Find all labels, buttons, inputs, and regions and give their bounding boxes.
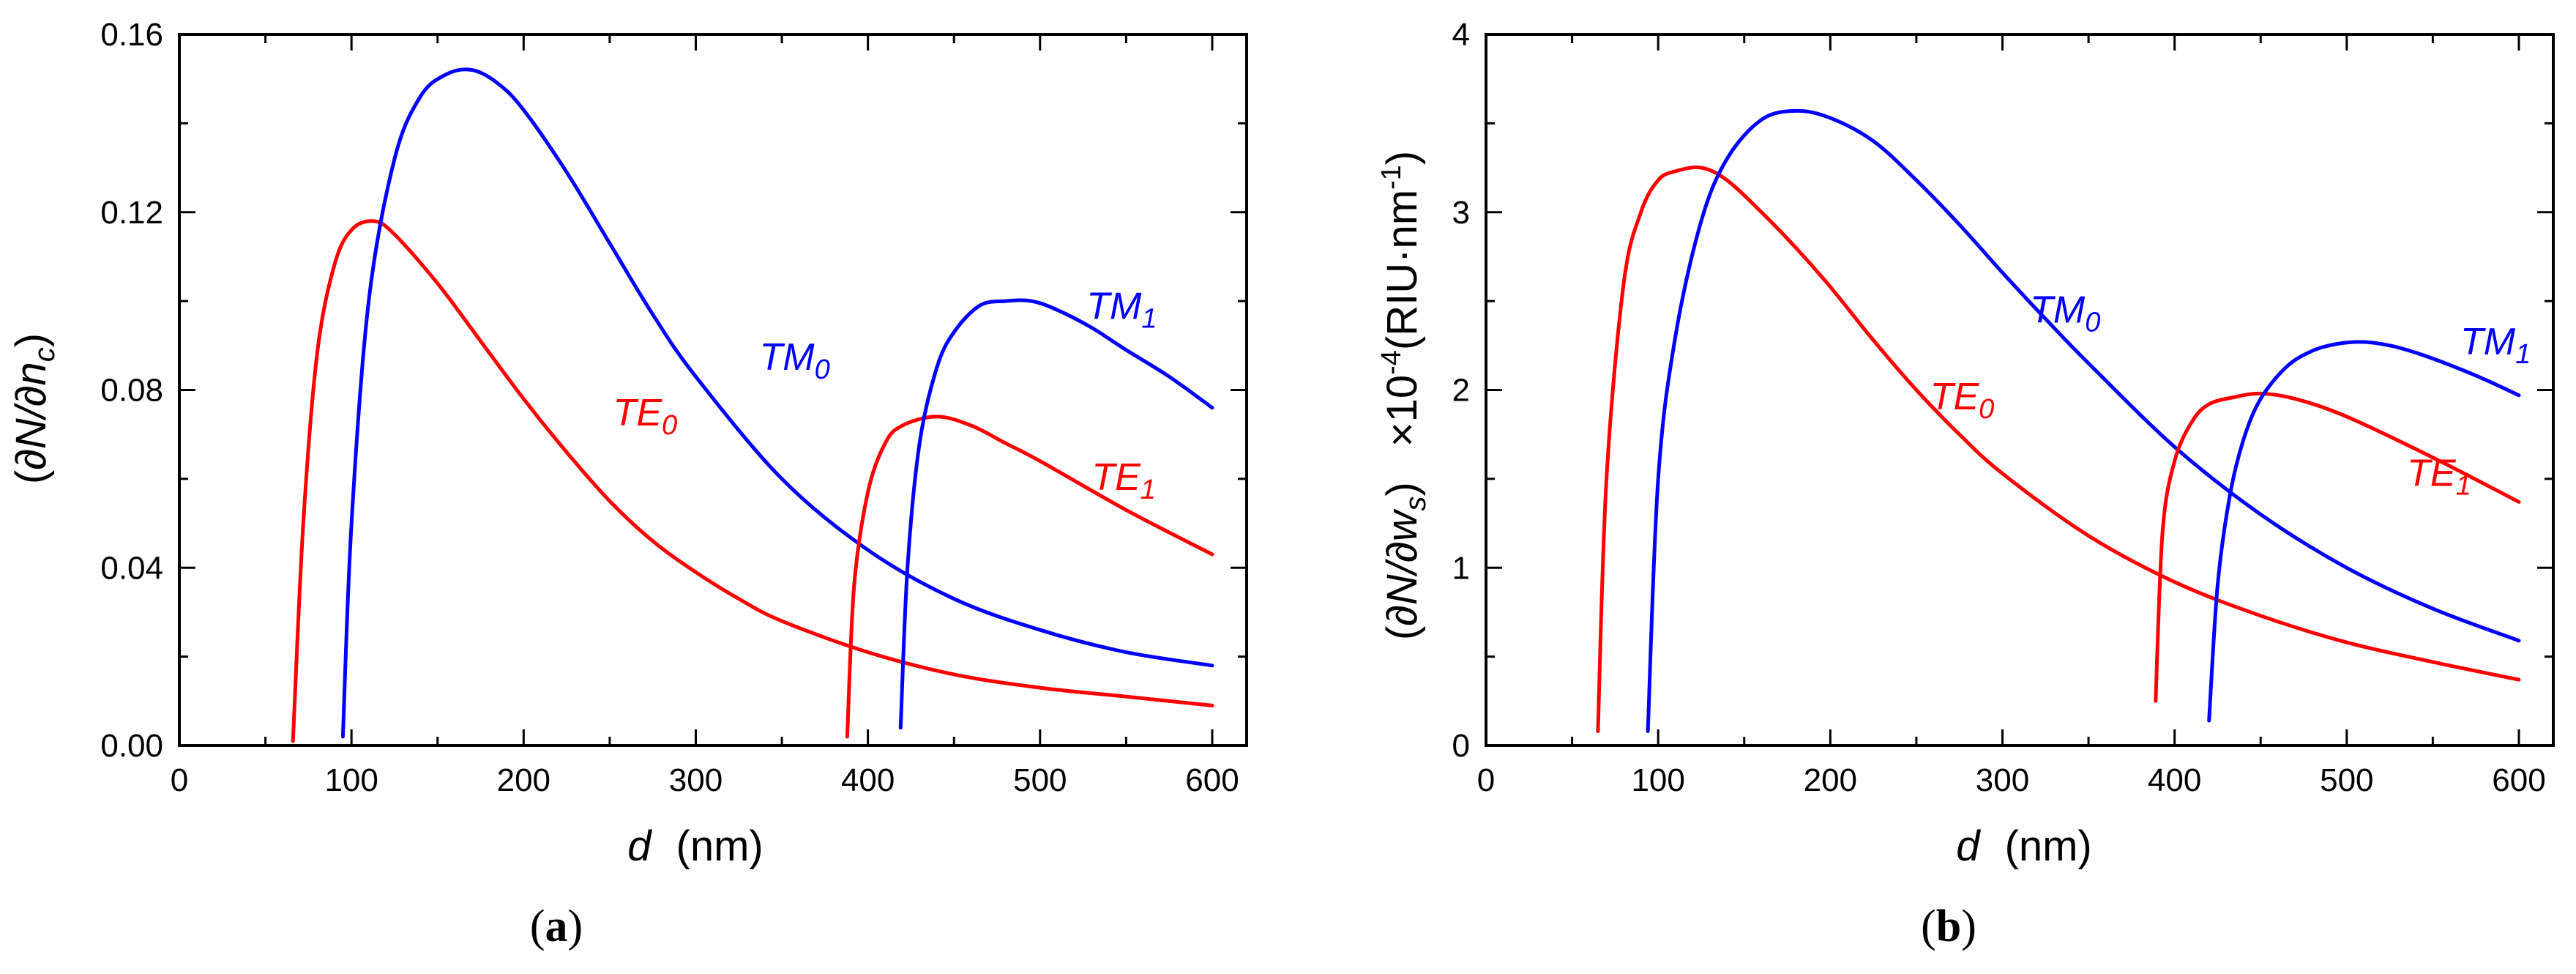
panel-a-x-tick-label: 0 (171, 762, 188, 798)
panel-a-x-tick-label: 400 (841, 762, 895, 798)
panel-b-x-axis-unit: (nm) (2005, 822, 2092, 870)
panel-b-x-tick-label: 600 (2492, 762, 2545, 798)
panel-b-y-axis-unit: (RIU·nm (1378, 190, 1426, 350)
panel-a-series-tm0 (340, 67, 1214, 739)
panel-a-series-te1 (845, 414, 1214, 739)
panel-b-y-axis-close: ) (1378, 482, 1426, 496)
panel-a-y-axis-open: ( (7, 470, 55, 484)
panel-b-y-axis-unit-exponent: -1 (1376, 165, 1407, 190)
panel-b-ticks: 0 100 200 300 400 500 600 0 1 2 3 4 (1452, 17, 2553, 798)
panel-b-label-tm1: TM1 (2460, 321, 2531, 370)
panel-a-series-te0 (291, 219, 1214, 743)
panel-b-tag: (b) (1921, 901, 1976, 951)
panel-a-x-tick-label: 300 (669, 762, 723, 798)
panel-b-series-tm0 (1646, 108, 2521, 734)
panel-b-label-tm0: TM0 (2030, 289, 2100, 338)
panel-b-x-tick-label: 400 (2148, 762, 2201, 798)
panel-b-label-te0: TE0 (1930, 376, 1995, 425)
panel-b-x-axis-label: d (nm) (1956, 822, 2091, 870)
panel-a-y-axis-subscript: c (29, 347, 61, 362)
panel-a-tag-open: ( (530, 901, 545, 951)
panel-a-x-axis-unit: (nm) (676, 822, 764, 870)
panel-b-x-tick-label: 0 (1477, 762, 1495, 798)
panel-b-y-tick-label: 2 (1452, 373, 1470, 409)
panel-a-x-tick-label: 200 (497, 762, 550, 798)
panel-b-tag-letter: b (1936, 901, 1961, 951)
panel-b-y-axis-open: ( (1378, 626, 1426, 640)
panel-a-tag-letter: a (545, 901, 568, 951)
panel-b-series-te0 (1596, 166, 2521, 734)
panel-b-series-tm1 (2207, 340, 2521, 723)
panel-b-x-tick-label: 300 (1976, 762, 2029, 798)
panel-a-y-tick-label: 0.16 (100, 17, 163, 53)
panel-b-y-tick-label: 3 (1452, 195, 1470, 231)
panel-a-x-axis-label: d (nm) (627, 822, 763, 870)
panel-a-x-tick-label: 500 (1013, 762, 1067, 798)
panel-a-x-tick-label: 100 (324, 762, 378, 798)
panel-b-y-axis-unit-close: ) (1378, 151, 1426, 165)
panel-b-y-tick-label: 1 (1452, 550, 1470, 586)
panel-b-x-tick-label: 200 (1804, 762, 1857, 798)
panel-a-tag: (a) (530, 901, 583, 951)
panel-b-tag-open: ( (1921, 901, 1936, 951)
panel-a-curve-labels: TE0 TM0 TE1 TM1 (613, 285, 1157, 505)
panel-b-y-tick-label: 4 (1452, 17, 1470, 53)
panel-b-x-axis-variable: d (1956, 822, 1981, 870)
panel-a-label-te0: TE0 (613, 392, 678, 441)
panel-a-y-tick-label: 0.00 (100, 728, 163, 764)
panel-a-y-tick-label: 0.12 (100, 195, 163, 231)
panel-b-label-te1: TE1 (2407, 453, 2471, 502)
panel-b-y-axis-subscript: s (1400, 497, 1432, 511)
panel-b-y-tick-label: 0 (1452, 728, 1470, 764)
panel-a-y-axis-quantity: ∂N/∂n (7, 362, 55, 470)
panel-a-x-axis-variable: d (627, 822, 652, 870)
panel-a-label-tm0: TM0 (759, 336, 829, 385)
panel-b-y-axis-scale: ×10 (1378, 375, 1426, 447)
panel-b-x-tick-label: 100 (1631, 762, 1684, 798)
panel-a-y-tick-label: 0.08 (100, 373, 163, 409)
panel-a-ticks: 0 100 200 300 400 500 600 0.00 0.04 0.08 0.12 0.16 (100, 17, 1247, 798)
panel-a-plot-frame (178, 33, 1248, 747)
panel-b-plot-frame (1485, 33, 2555, 747)
panel-a-label-tm1: TM1 (1086, 285, 1157, 334)
panel-a-tag-close: ) (568, 901, 583, 951)
panel-a-y-axis-label: (∂N/∂nc) (7, 333, 61, 484)
panel-b-curve-labels: TE0 TM0 TE1 TM1 (1930, 289, 2531, 501)
panel-a-series (291, 67, 1214, 743)
panel-b-series-te1 (2154, 391, 2521, 703)
panel-a-y-tick-label: 0.04 (100, 550, 163, 586)
panel-a-label-te1: TE1 (1091, 456, 1156, 505)
panel-a-x-tick-label: 600 (1185, 762, 1239, 798)
panel-b-x-tick-label: 500 (2320, 762, 2373, 798)
panel-a: TE0 TM0 TE1 TM1 0 100 200 300 400 500 600 0.00 0.04… (7, 17, 1248, 951)
panel-b-tag-close: ) (1961, 901, 1976, 951)
panel-a-series-tm1 (898, 298, 1214, 730)
panel-a-y-axis-close: ) (7, 333, 55, 347)
panel-b-y-axis-label: (∂N/∂ws) ×10-4(RIU·nm-1) (1376, 151, 1432, 640)
panel-b-y-axis-exponent: -4 (1376, 350, 1407, 375)
panel-b-y-axis-quantity: ∂N/∂w (1378, 508, 1426, 625)
panel-b-series (1596, 108, 2521, 734)
